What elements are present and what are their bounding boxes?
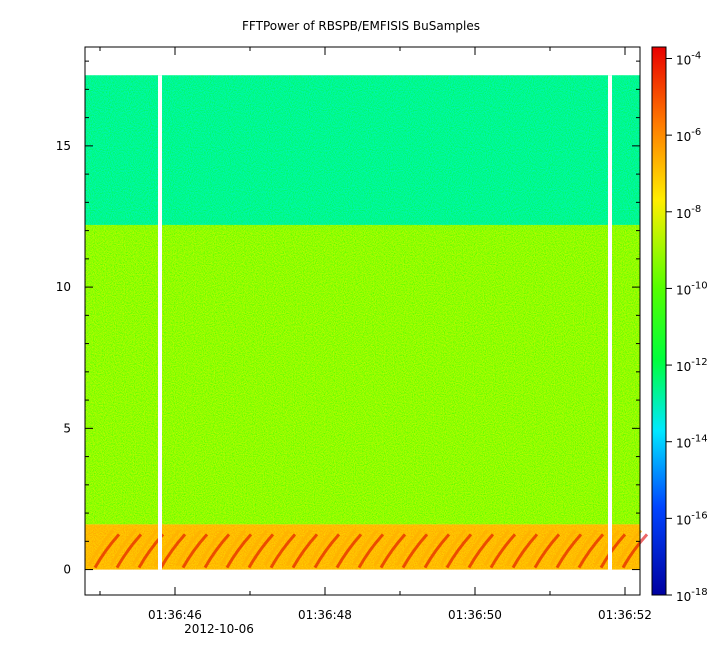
chorus-streak xyxy=(159,533,187,569)
data-gap xyxy=(158,75,162,570)
chorus-streak xyxy=(379,533,407,569)
chorus-streak xyxy=(291,533,319,569)
colorbar-tick-mantissa: 10 xyxy=(676,53,691,67)
colorbar-frame xyxy=(651,46,667,596)
y-tick-label: 10 xyxy=(56,280,71,294)
chorus-streak xyxy=(511,533,539,569)
colorbar-tick-label: 10-4 xyxy=(676,50,701,67)
colorbar-tick-mantissa: 10 xyxy=(676,130,691,144)
colorbar-tick-label: 10-12 xyxy=(676,357,708,374)
chorus-streak xyxy=(555,533,583,569)
colorbar-tick-label: 10-18 xyxy=(676,587,708,604)
band-high-freq xyxy=(85,75,640,225)
colorbar-tick-label: 10-10 xyxy=(676,280,708,297)
chorus-streak xyxy=(285,529,313,567)
chorus-streak xyxy=(483,529,511,567)
chorus-streak xyxy=(357,533,385,569)
chorus-streak xyxy=(335,533,363,569)
chorus-streak xyxy=(329,529,357,567)
plot-frame xyxy=(84,46,641,596)
chorus-streak xyxy=(153,529,181,567)
colorbar-tick-label: 10-14 xyxy=(676,434,708,451)
chart-title: FFTPower of RBSPB/EMFISIS BuSamples xyxy=(242,19,480,33)
plot-area xyxy=(84,46,649,596)
chorus-streak xyxy=(615,529,643,567)
chorus-streak xyxy=(445,533,473,569)
chorus-streak xyxy=(621,533,649,569)
x-tick-label: 01:36:48 xyxy=(298,608,352,622)
chorus-streak xyxy=(225,533,253,569)
chorus-streak xyxy=(423,533,451,569)
colorbar-tick-exponent: -12 xyxy=(691,357,707,368)
chorus-streak xyxy=(181,533,209,569)
chorus-streak xyxy=(219,529,247,567)
chorus-streak xyxy=(439,529,467,567)
chorus-streak xyxy=(395,529,423,567)
colorbar-tick-exponent: -8 xyxy=(691,204,701,215)
chorus-streak xyxy=(401,533,429,569)
colorbar-tick-exponent: -10 xyxy=(691,280,707,291)
x-tick-label: 01:36:50 xyxy=(448,608,502,622)
chorus-streak xyxy=(115,533,143,569)
chorus-streak xyxy=(93,533,121,569)
data-gap xyxy=(608,75,612,570)
y-axis: 0 5 10 15 xyxy=(56,60,640,577)
chorus-streak xyxy=(247,533,275,569)
x-tick-label: 01:36:52 xyxy=(598,608,652,622)
chorus-streaks xyxy=(87,529,649,569)
chorus-streak xyxy=(87,529,115,567)
chorus-streak xyxy=(313,533,341,569)
colorbar-tick-exponent: -14 xyxy=(691,434,707,445)
band-mid-freq xyxy=(85,224,640,525)
chorus-streak xyxy=(489,533,517,569)
chorus-streak xyxy=(175,529,203,567)
chorus-streak xyxy=(533,533,561,569)
colorbar-tick-exponent: -4 xyxy=(691,50,701,61)
chorus-streak xyxy=(549,529,577,567)
chorus-streak xyxy=(109,529,137,567)
x-axis: 01:36:46 01:36:48 01:36:50 01:36:52 xyxy=(99,47,652,622)
chorus-streak xyxy=(373,529,401,567)
chorus-streak xyxy=(571,529,599,567)
x-date-label: 2012-10-06 xyxy=(184,622,254,636)
chorus-streak xyxy=(269,533,297,569)
colorbar-tick-exponent: -18 xyxy=(691,587,707,598)
colorbar-tick-mantissa: 10 xyxy=(676,283,691,297)
y-tick-label: 15 xyxy=(56,139,71,153)
chorus-streak xyxy=(505,529,533,567)
y-tick-label: 0 xyxy=(63,563,71,577)
chorus-streak xyxy=(577,533,605,569)
colorbar-tick-mantissa: 10 xyxy=(676,513,691,527)
chorus-streak xyxy=(593,529,621,567)
chorus-streak xyxy=(197,529,225,567)
colorbar-gradient xyxy=(652,47,666,595)
y-tick-label: 5 xyxy=(63,421,71,435)
colorbar-tick-mantissa: 10 xyxy=(676,207,691,221)
colorbar-tick-mantissa: 10 xyxy=(676,590,691,604)
chorus-streak xyxy=(203,533,231,569)
colorbar-tick-label: 10-8 xyxy=(676,204,701,221)
chorus-streak xyxy=(467,533,495,569)
colorbar-tick-label: 10-16 xyxy=(676,510,708,527)
chorus-streak xyxy=(461,529,489,567)
chorus-streak xyxy=(527,529,555,567)
chorus-streak xyxy=(351,529,379,567)
colorbar-tick-mantissa: 10 xyxy=(676,360,691,374)
chorus-streak xyxy=(241,529,269,567)
colorbar-tick-exponent: -6 xyxy=(691,127,701,138)
colorbar-tick-exponent: -16 xyxy=(691,510,707,521)
spectrogram-bands xyxy=(85,75,649,570)
chorus-streak xyxy=(417,529,445,567)
x-tick-label: 01:36:46 xyxy=(148,608,202,622)
colorbar-tick-mantissa: 10 xyxy=(676,437,691,451)
chorus-streak xyxy=(131,529,159,567)
data-gaps xyxy=(158,75,612,570)
colorbar-tick-label: 10-6 xyxy=(676,127,701,144)
chorus-streak xyxy=(263,529,291,567)
chorus-streak xyxy=(307,529,335,567)
